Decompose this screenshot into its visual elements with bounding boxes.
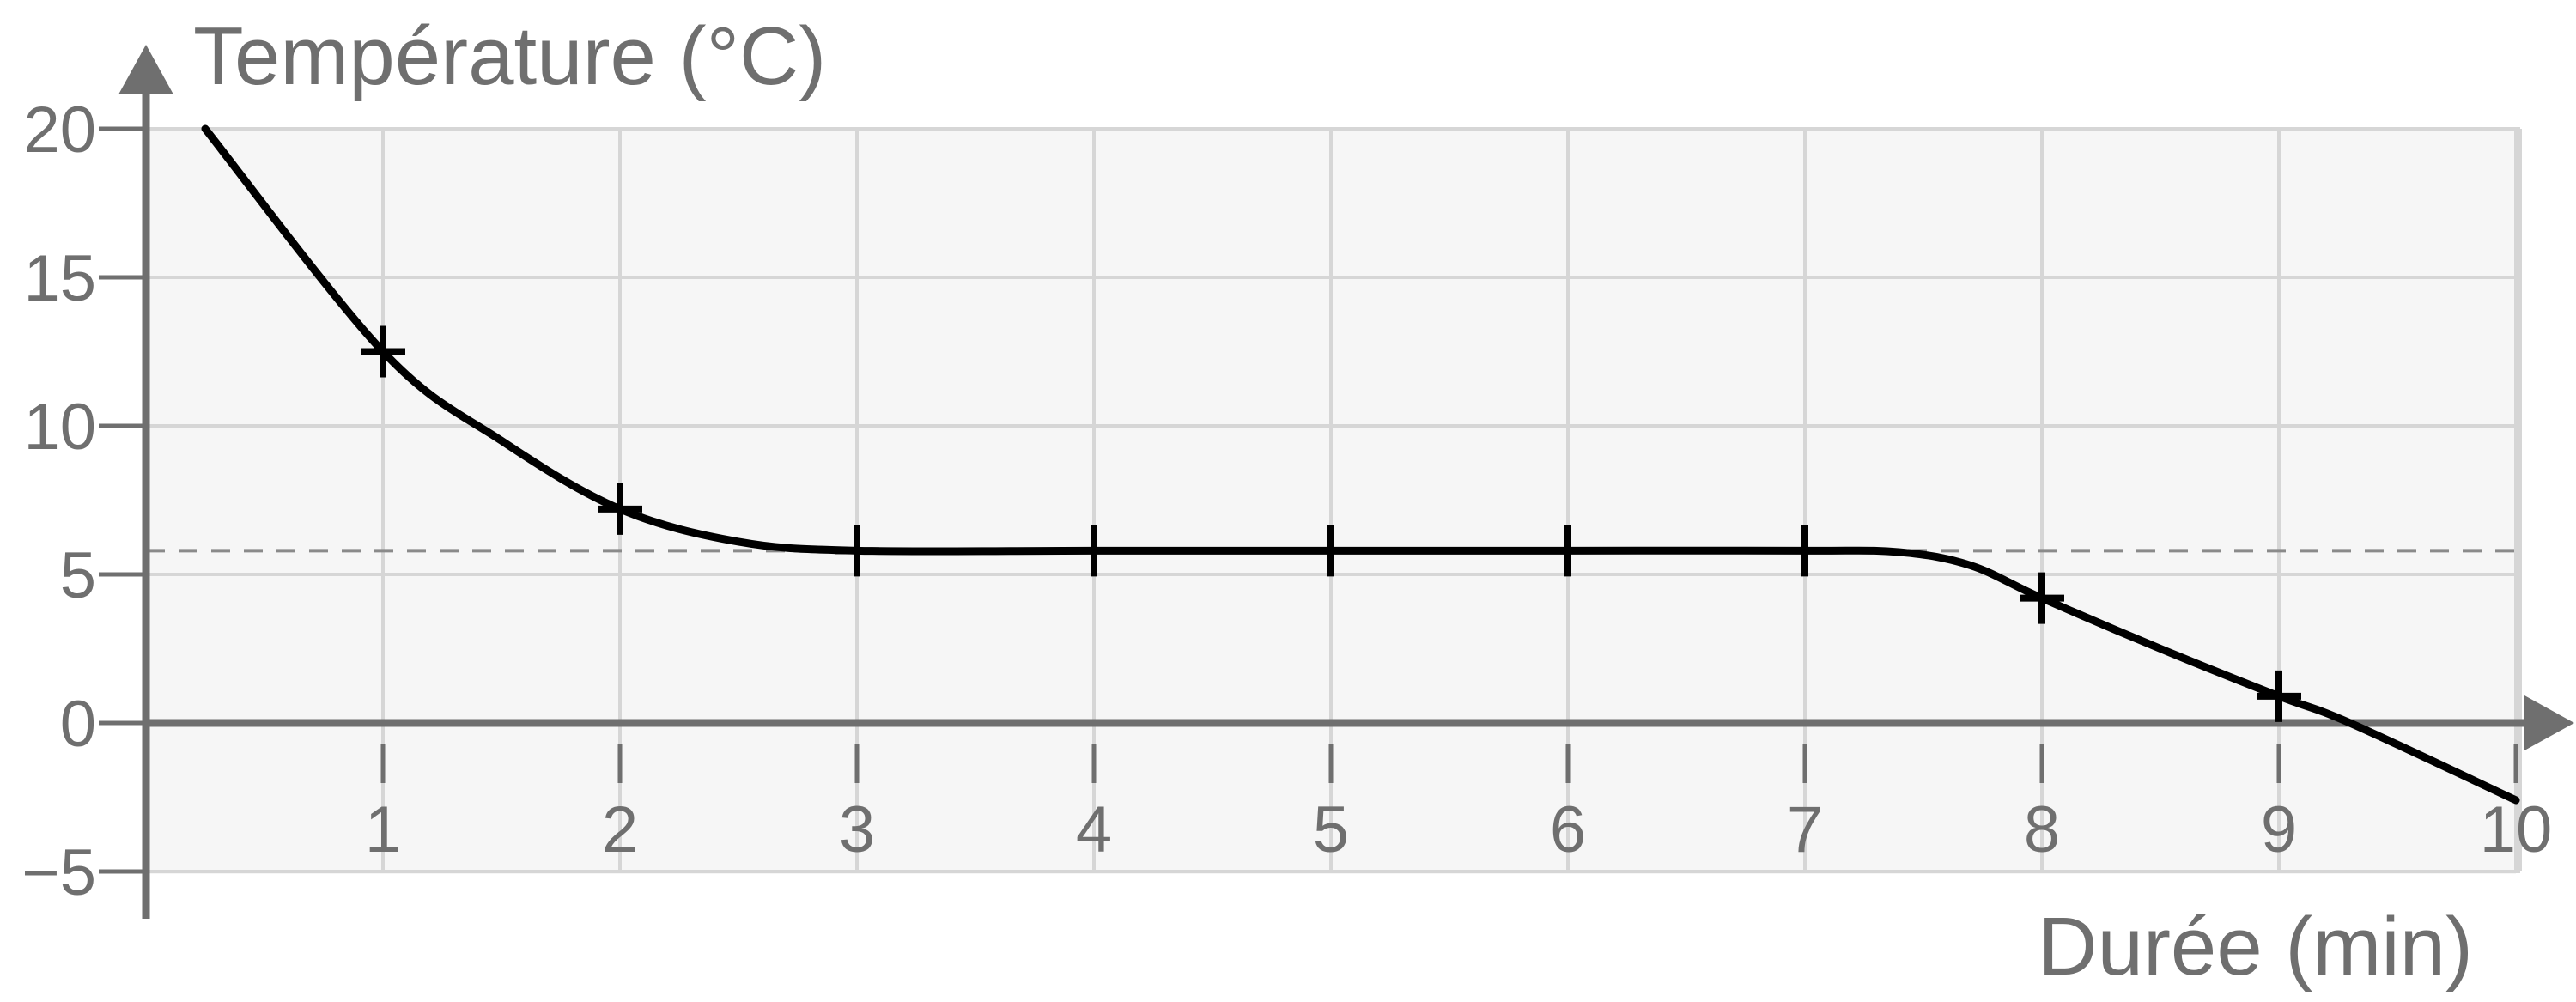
x-axis-arrow xyxy=(2524,695,2574,750)
x-tick-label: 7 xyxy=(1787,793,1823,866)
y-tick-label: 10 xyxy=(23,391,96,464)
y-axis-arrow xyxy=(118,45,173,94)
data-point-marker xyxy=(361,325,405,378)
axes xyxy=(118,45,2574,919)
y-tick-label: 5 xyxy=(60,539,96,612)
y-tick-label: −5 xyxy=(21,836,96,909)
grid xyxy=(146,127,2522,873)
data-markers xyxy=(361,325,2301,722)
y-tick-label: 0 xyxy=(60,688,96,761)
data-point-marker xyxy=(2020,572,2064,624)
y-tick-label: 20 xyxy=(23,94,96,167)
data-point-marker xyxy=(1546,525,1590,577)
x-tick-label: 4 xyxy=(1076,793,1112,866)
data-point-marker xyxy=(1309,525,1353,577)
x-tick-label: 3 xyxy=(839,793,875,866)
x-tick-label: 2 xyxy=(602,793,638,866)
data-point-marker xyxy=(1072,525,1116,577)
ticks: 1 2 3 4 5 6 7 8 9 10 20 15 10 5 0 −5 xyxy=(21,94,2552,909)
y-axis-title: Température (°C) xyxy=(193,10,826,102)
x-axis-title: Durée (min) xyxy=(2038,901,2473,993)
x-tick-label: 6 xyxy=(1550,793,1586,866)
y-tick-label: 15 xyxy=(23,242,96,315)
data-point-marker xyxy=(1783,525,1827,577)
x-tick-label: 9 xyxy=(2261,793,2297,866)
x-tick-label: 5 xyxy=(1313,793,1349,866)
data-point-marker xyxy=(835,525,879,577)
x-tick-label: 10 xyxy=(2480,793,2553,866)
data-point-marker xyxy=(2257,670,2301,722)
data-curve xyxy=(201,124,2520,805)
data-point-marker xyxy=(598,483,642,535)
x-tick-label: 8 xyxy=(2024,793,2060,866)
x-tick-label: 1 xyxy=(365,793,401,866)
